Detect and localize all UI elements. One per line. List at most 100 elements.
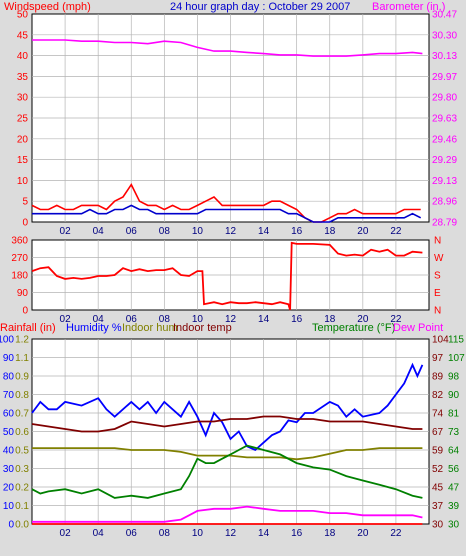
y-tick-label: 30.30	[432, 30, 457, 41]
y-tick-label: 0	[22, 218, 28, 229]
x-tick-label: 20	[357, 226, 369, 237]
y-tick-label: 29.80	[432, 93, 457, 104]
x-tick-label: 04	[93, 314, 105, 325]
y-tick-label: 28.79	[432, 218, 457, 229]
x-tick-label: 18	[324, 226, 336, 237]
y-tick-label: E	[434, 288, 441, 299]
y-tick-label: 67	[432, 427, 444, 438]
y-tick-label: 10	[17, 176, 29, 187]
y-tick-label: 28.96	[432, 197, 457, 208]
y-tick-label: 47	[448, 483, 460, 494]
y-tick-label: 30	[448, 520, 460, 531]
x-tick-label: 06	[126, 314, 138, 325]
y-tick-label: 73	[448, 427, 460, 438]
x-tick-label: 02	[60, 226, 72, 237]
y-tick-label: 25	[17, 114, 29, 125]
y-tick-label: 1.2	[15, 335, 29, 346]
y-tick-label: 90	[448, 390, 460, 401]
x-tick-label: 22	[390, 226, 402, 237]
x-tick-label: 08	[159, 226, 171, 237]
y-tick-label: 64	[448, 446, 460, 457]
x-tick-label: 16	[291, 314, 303, 325]
x-tick-label: 04	[93, 528, 105, 539]
y-tick-label: 0.2	[15, 483, 29, 494]
y-tick-label: 74	[432, 409, 444, 420]
y-tick-label: N	[434, 306, 441, 317]
y-tick-label: 30.13	[432, 51, 457, 62]
x-tick-label: 16	[291, 528, 303, 539]
x-tick-label: 10	[192, 528, 204, 539]
series-temperature-f	[31, 444, 423, 499]
y-tick-label: 45	[432, 483, 444, 494]
y-tick-label: 20	[17, 134, 29, 145]
x-tick-label: 22	[390, 314, 402, 325]
y-tick-label: 20	[3, 483, 15, 494]
y-tick-label: S	[434, 271, 441, 282]
grid	[32, 14, 429, 222]
y-tick-label: 29.13	[432, 176, 457, 187]
y-tick-label: 0.7	[15, 409, 29, 420]
y-tick-label: 115	[448, 335, 464, 346]
series-group	[31, 241, 423, 311]
x-tick-label: 02	[60, 314, 72, 325]
series-windspeed-mph	[31, 183, 421, 223]
ylabel-left: Windspeed (mph)	[4, 1, 91, 13]
y-tick-label: 35	[17, 72, 29, 83]
x-tick-label: 10	[192, 314, 204, 325]
y-tick-label: 52	[432, 464, 444, 475]
x-tick-label: 08	[159, 528, 171, 539]
y-tick-label: N	[434, 236, 441, 247]
y-tick-label: 60	[3, 409, 15, 420]
grid	[32, 240, 429, 310]
y-tick-label: 29.97	[432, 72, 457, 83]
x-tick-label: 16	[291, 226, 303, 237]
y-tick-label: 104	[432, 335, 449, 346]
y-tick-label: 45	[17, 30, 29, 41]
y-tick-label: 90	[3, 353, 15, 364]
y-tick-label: 39	[448, 501, 460, 512]
chart-title: 24 hour graph day : October 29 2007	[170, 1, 350, 13]
y-tick-label: 81	[448, 409, 460, 420]
y-tick-label: 89	[432, 372, 444, 383]
x-tick-label: 18	[324, 528, 336, 539]
label-rainfall: Rainfall (in)	[0, 322, 56, 334]
y-tick-label: 56	[448, 464, 460, 475]
label-indoor-temp: Indoor temp	[173, 322, 232, 334]
series-indoor-temp	[31, 415, 423, 433]
y-tick-label: 70	[3, 390, 15, 401]
x-tick-label: 08	[159, 314, 171, 325]
ylabel-right: Barometer (in.)	[372, 1, 445, 13]
y-tick-label: W	[434, 253, 444, 264]
y-tick-label: 107	[448, 353, 465, 364]
y-tick-label: 0	[8, 520, 14, 531]
label-temperature: Temperature (°F)	[312, 322, 395, 334]
x-tick-label: 12	[225, 528, 237, 539]
series-dew-point	[32, 505, 423, 523]
tick-labels: 02 04 06 08 10 12 14 16 18 20 22 0 10 20 30 40 50 60 70 80 9…	[0, 335, 465, 540]
x-tick-label: 06	[126, 528, 138, 539]
y-tick-label: 0.9	[15, 372, 29, 383]
x-tick-label: 22	[390, 528, 402, 539]
x-tick-label: 12	[225, 314, 237, 325]
y-tick-label: 30	[17, 93, 29, 104]
humidity-temperature-panel: 02 04 06 08 10 12 14 16 18 20 22 0 10 20 30 40 50 60 70 80 9…	[0, 322, 465, 539]
y-tick-label: 0.5	[15, 446, 29, 457]
x-tick-label: 10	[192, 226, 204, 237]
y-tick-label: 30.47	[432, 10, 457, 21]
series-group	[31, 362, 424, 525]
y-tick-label: 0.6	[15, 427, 29, 438]
x-tick-label: 14	[258, 314, 270, 325]
y-tick-label: 29.63	[432, 114, 457, 125]
y-tick-label: 30	[432, 520, 444, 531]
y-tick-label: 360	[11, 236, 28, 247]
y-tick-label: 30	[3, 464, 15, 475]
y-tick-label: 1.1	[15, 353, 29, 364]
x-tick-label: 04	[93, 226, 105, 237]
y-tick-label: 98	[448, 372, 460, 383]
label-dew-point: Dew Point	[393, 322, 443, 334]
series-indoor-hum	[32, 447, 423, 461]
x-tick-label: 20	[357, 314, 369, 325]
y-tick-label: 15	[17, 155, 29, 166]
x-tick-label: 20	[357, 528, 369, 539]
